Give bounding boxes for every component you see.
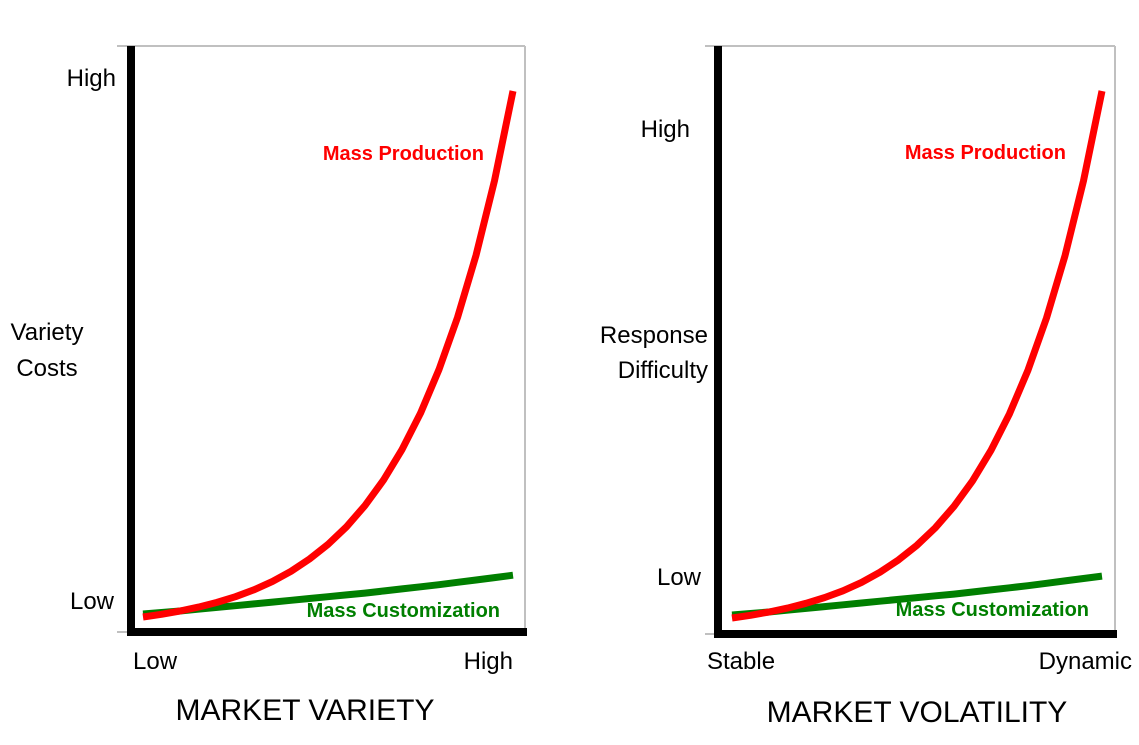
series-label-mass-production: Mass Production — [323, 143, 484, 165]
x-tick-label-dynamic: Dynamic — [1039, 648, 1132, 675]
y-tick-label-high: High — [641, 116, 690, 143]
series-label-mass-customization: Mass Customization — [307, 600, 500, 622]
x-tick-label-high: High — [464, 648, 513, 675]
chart-panel-market-variety: High Low Variety Costs Low High MARKET V… — [11, 45, 527, 727]
y-axis-label-line-1: Variety — [11, 319, 84, 346]
x-tick-label-low: Low — [133, 648, 178, 675]
series-line-mass-production — [731, 90, 1106, 622]
y-axis-label-line-2: Costs — [16, 355, 77, 382]
plot-area-market-volatility — [731, 90, 1106, 622]
y-axis-label-line-2: Difficulty — [618, 357, 708, 384]
y-tick-label-low: Low — [657, 564, 702, 591]
chart-title: MARKET VARIETY — [176, 694, 435, 727]
series-line-mass-production — [142, 90, 517, 621]
y-tick-label-low: Low — [70, 588, 115, 615]
y-axis-label-line-1: Response — [600, 322, 708, 349]
x-tick-label-stable: Stable — [707, 648, 775, 675]
chart-panel-market-volatility: High Low Response Difficulty Stable Dyna… — [600, 45, 1132, 729]
plot-area-market-variety — [142, 90, 517, 621]
series-label-mass-production: Mass Production — [905, 142, 1066, 164]
y-tick-label-high: High — [67, 65, 116, 92]
series-label-mass-customization: Mass Customization — [896, 599, 1089, 621]
chart-title: MARKET VOLATILITY — [767, 696, 1068, 729]
